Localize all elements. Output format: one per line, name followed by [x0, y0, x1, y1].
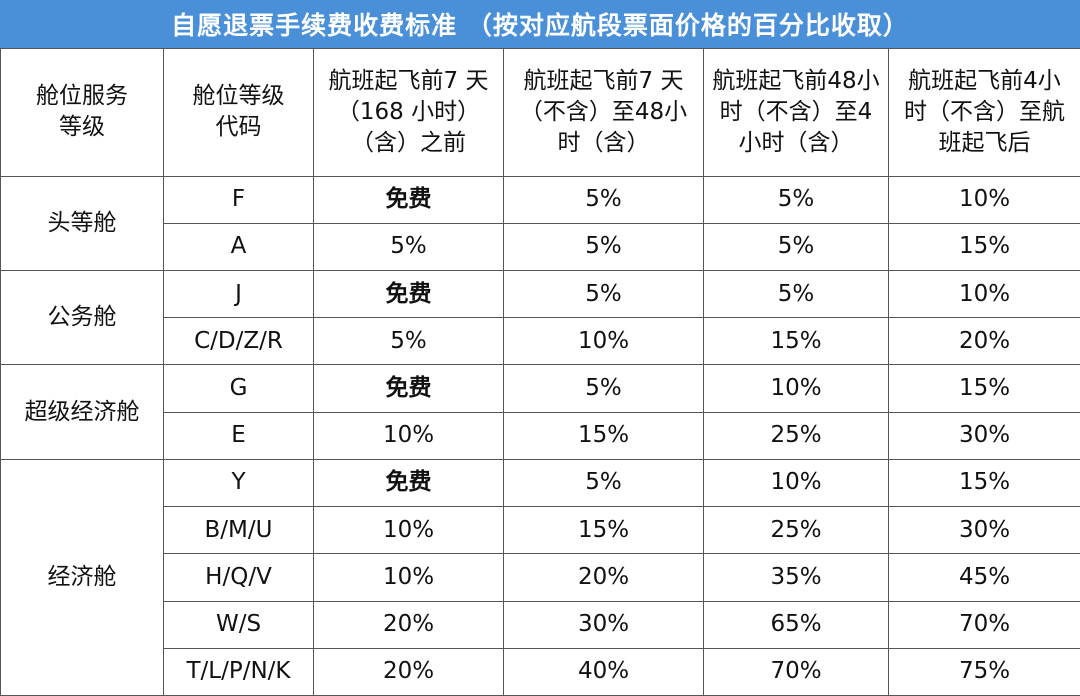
fee-cell: 15% — [503, 506, 704, 555]
cabin-class-cell: 经济舱 — [0, 458, 164, 696]
fee-cell: 10% — [888, 270, 1080, 319]
table-body: 舱位服务 等级 舱位等级 代码 航班起飞前7 天 （168 小时） （含）之前 … — [0, 48, 1080, 696]
table-row: E 10% 15% 25% 30% — [1, 411, 1080, 460]
refund-fee-table: 舱位服务 等级 舱位等级 代码 航班起飞前7 天 （168 小时） （含）之前 … — [0, 48, 1080, 696]
fee-cell: 65% — [703, 600, 889, 649]
cabin-code-cell: W/S — [163, 600, 314, 649]
fee-cell: 30% — [888, 506, 1080, 555]
fee-cell: 20% — [313, 600, 504, 649]
table-title: 自愿退票手续费收费标准 （按对应航段票面价格的百分比收取） — [0, 0, 1080, 48]
fee-cell: 45% — [888, 553, 1080, 602]
fee-cell: 40% — [503, 647, 704, 696]
fee-cell: 10% — [888, 175, 1080, 224]
table-row: B/M/U 10% 15% 25% 30% — [1, 506, 1080, 555]
cabin-code-cell: B/M/U — [163, 506, 314, 555]
header-period-2: 航班起飞前7 天 （不含）至48小 时（含） — [503, 48, 704, 177]
fee-cell: 5% — [703, 222, 889, 272]
cabin-code-cell: Y — [163, 458, 314, 508]
fee-cell: 免费 — [313, 270, 504, 319]
fee-cell: 10% — [503, 317, 704, 366]
fee-cell: 20% — [888, 317, 1080, 366]
table-row: 头等舱 F 免费 5% 5% 10% — [0, 175, 1080, 272]
cabin-code-cell: C/D/Z/R — [163, 317, 314, 366]
fee-cell: 30% — [888, 411, 1080, 460]
fee-cell: 15% — [503, 411, 704, 460]
fee-cell: 10% — [313, 411, 504, 460]
cabin-code-cell: H/Q/V — [163, 553, 314, 602]
fee-cell: 75% — [888, 647, 1080, 696]
header-cabin-class: 舱位服务 等级 — [0, 48, 164, 177]
fee-cell: 30% — [503, 600, 704, 649]
cabin-code-cell: A — [163, 222, 314, 272]
fee-cell: 15% — [888, 364, 1080, 413]
fee-cell: 70% — [703, 647, 889, 696]
header-period-1: 航班起飞前7 天 （168 小时） （含）之前 — [313, 48, 504, 177]
fee-cell: 25% — [703, 411, 889, 460]
fee-cell: 15% — [703, 317, 889, 366]
fee-cell: 10% — [313, 506, 504, 555]
fee-cell: 5% — [703, 270, 889, 319]
table-row: 经济舱 Y 免费 5% 10% 15% — [0, 458, 1080, 696]
fee-cell: 70% — [888, 600, 1080, 649]
fee-cell: 5% — [503, 175, 704, 224]
fee-cell: 5% — [313, 222, 504, 272]
fee-cell: 10% — [313, 553, 504, 602]
header-cabin-code: 舱位等级 代码 — [163, 48, 314, 177]
header-row: 舱位服务 等级 舱位等级 代码 航班起飞前7 天 （168 小时） （含）之前 … — [0, 48, 1080, 177]
header-period-3: 航班起飞前48小 时（不含）至4 小时（含） — [703, 48, 889, 177]
fee-cell: 25% — [703, 506, 889, 555]
fee-cell: 35% — [703, 553, 889, 602]
table-row: C/D/Z/R 5% 10% 15% 20% — [1, 317, 1080, 366]
fee-cell: 免费 — [313, 458, 504, 508]
table-row: W/S 20% 30% 65% 70% — [1, 600, 1080, 649]
cabin-class-cell: 头等舱 — [0, 175, 164, 272]
cabin-code-cell: E — [163, 411, 314, 460]
header-period-4: 航班起飞前4小 时（不含）至航 班起飞后 — [888, 48, 1080, 177]
cabin-code-cell: G — [163, 364, 314, 413]
table-row: A 5% 5% 5% 15% — [1, 222, 1080, 272]
table-row: T/L/P/N/K 20% 40% 70% 75% — [1, 647, 1080, 696]
fee-cell: 5% — [503, 458, 704, 508]
cabin-code-cell: T/L/P/N/K — [163, 647, 314, 696]
cabin-code-cell: J — [163, 270, 314, 319]
table-row: 公务舱 J 免费 5% 5% 10% — [0, 270, 1080, 366]
fee-cell: 20% — [313, 647, 504, 696]
fee-cell: 5% — [503, 364, 704, 413]
fee-cell: 免费 — [313, 175, 504, 224]
fee-cell: 5% — [703, 175, 889, 224]
cabin-class-cell: 超级经济舱 — [0, 364, 164, 460]
table-row: 超级经济舱 G 免费 5% 10% 15% — [0, 364, 1080, 460]
fee-cell: 10% — [703, 364, 889, 413]
fee-cell: 15% — [888, 458, 1080, 508]
fee-cell: 10% — [703, 458, 889, 508]
fee-cell: 5% — [503, 270, 704, 319]
fee-cell: 15% — [888, 222, 1080, 272]
cabin-code-cell: F — [163, 175, 314, 224]
fee-cell: 20% — [503, 553, 704, 602]
fee-cell: 5% — [503, 222, 704, 272]
fee-cell: 免费 — [313, 364, 504, 413]
fee-cell: 5% — [313, 317, 504, 366]
cabin-class-cell: 公务舱 — [0, 270, 164, 366]
table-row: H/Q/V 10% 20% 35% 45% — [1, 553, 1080, 602]
